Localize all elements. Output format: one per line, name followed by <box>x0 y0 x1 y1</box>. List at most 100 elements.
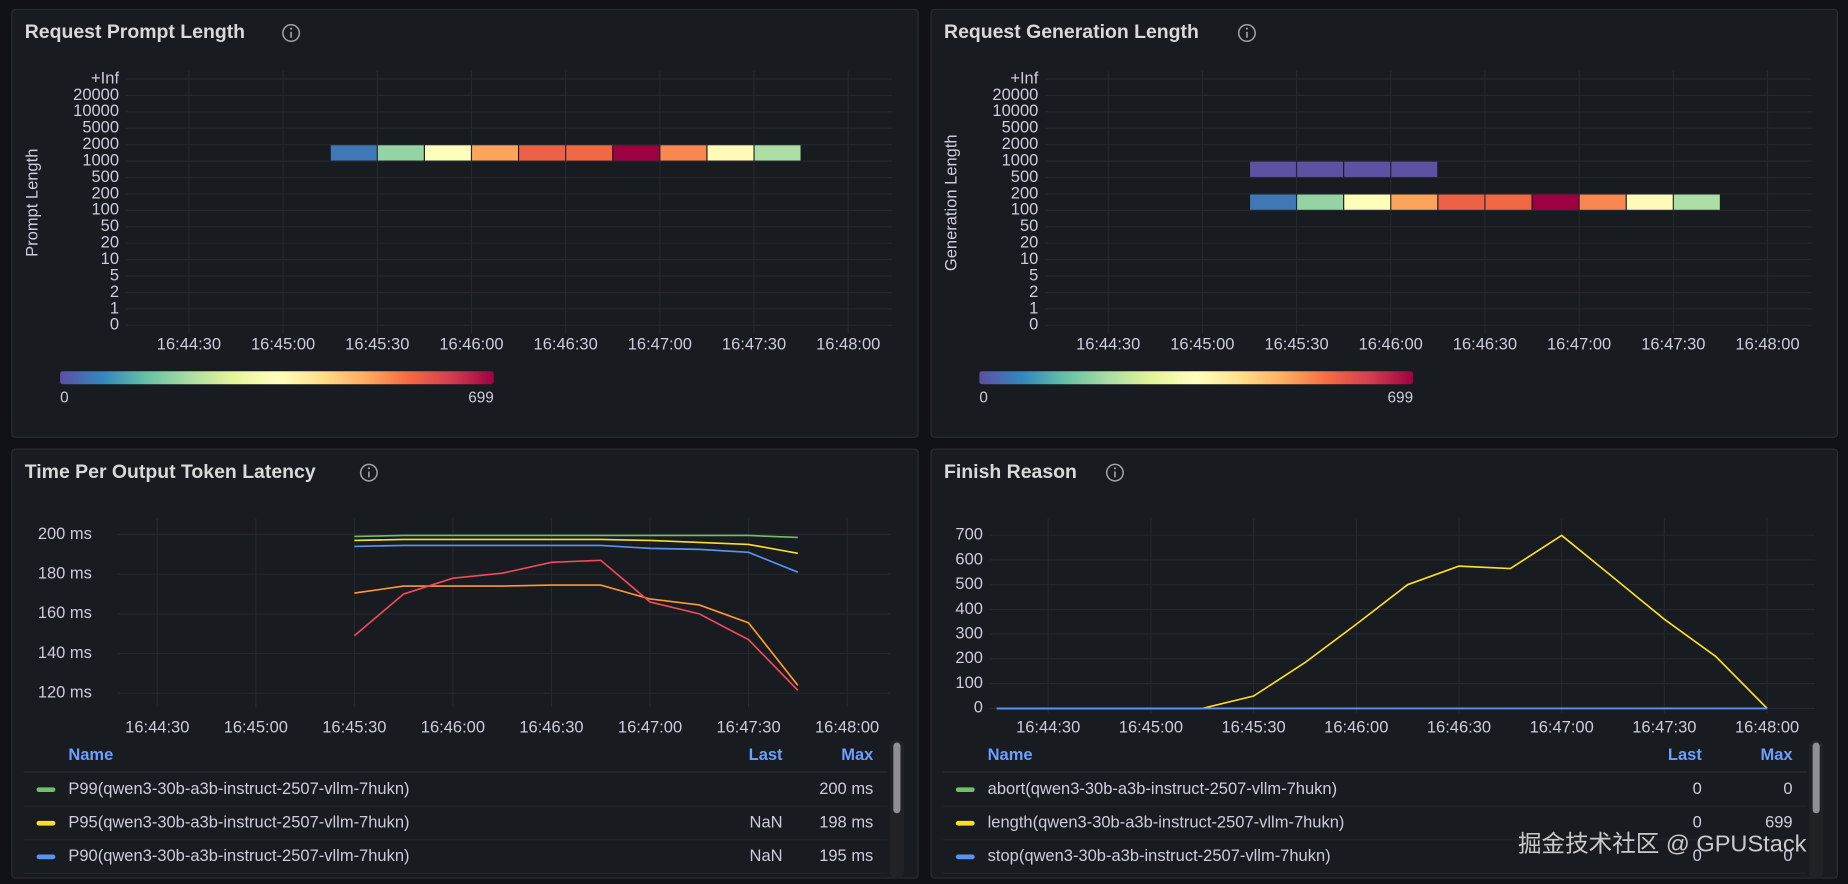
heatmap-cell[interactable] <box>519 145 566 161</box>
y-tick-label: 1000 <box>1002 151 1039 169</box>
legend-swatch[interactable] <box>955 820 975 826</box>
heatmap-cell[interactable] <box>424 145 471 161</box>
color-bar <box>60 371 494 385</box>
heatmap-cell[interactable] <box>566 145 613 161</box>
info-icon[interactable] <box>1105 463 1124 482</box>
y-tick-label: 20000 <box>73 86 119 104</box>
legend-last: 0 <box>1693 847 1702 865</box>
heatmap-cell[interactable] <box>1532 194 1579 210</box>
info-icon[interactable] <box>282 24 301 43</box>
heatmap-cell[interactable] <box>754 145 801 161</box>
x-tick-label: 16:47:00 <box>1547 336 1611 354</box>
y-tick-label: 100 <box>1011 201 1039 219</box>
heatmap-cell[interactable] <box>707 145 754 161</box>
y-tick-label: 0 <box>1029 316 1038 334</box>
panel <box>930 448 1838 879</box>
x-tick-label: 16:45:30 <box>345 336 409 354</box>
heatmap-cell[interactable] <box>660 145 707 161</box>
y-tick-label: 2 <box>110 283 119 301</box>
y-tick-label: 50 <box>101 217 119 235</box>
legend-last: 0 <box>1693 814 1702 832</box>
y-tick-label: 140 ms <box>38 644 92 662</box>
info-icon[interactable] <box>359 463 378 482</box>
panel-title: Finish Reason <box>944 461 1077 483</box>
series-line <box>353 559 799 691</box>
heatmap-cell[interactable] <box>1673 194 1720 210</box>
info-icon-dot <box>290 27 293 30</box>
y-tick-label: 200 <box>1011 184 1039 202</box>
scrollbar-thumb[interactable] <box>1812 742 1820 814</box>
legend: Name Last Max abort(qwen3-30b-a3b-instruct-… <box>942 740 1824 879</box>
x-tick-label: 16:45:30 <box>1264 336 1328 354</box>
legend-max: 198 ms <box>819 814 873 832</box>
series-line <box>354 544 799 573</box>
color-bar-max: 699 <box>1388 389 1414 406</box>
x-tick-label: 16:48:00 <box>816 336 880 354</box>
x-tick-label: 16:47:00 <box>628 336 692 354</box>
x-tick-label: 16:46:30 <box>1453 336 1517 354</box>
heatmap-cell[interactable] <box>1344 161 1391 177</box>
legend-name[interactable]: abort(qwen3-30b-a3b-instruct-2507-vllm-7… <box>988 780 1337 798</box>
heatmap-cell[interactable] <box>1626 194 1673 210</box>
x-tick-label: 16:44:30 <box>1076 336 1140 354</box>
legend-swatch[interactable] <box>955 854 975 860</box>
x-tick-label: 16:45:30 <box>1221 719 1285 737</box>
legend-swatch[interactable] <box>36 820 56 826</box>
y-tick-label: 5 <box>110 266 119 284</box>
legend-name[interactable]: length(qwen3-30b-a3b-instruct-2507-vllm-… <box>988 814 1345 832</box>
x-tick-label: 16:46:30 <box>519 719 583 737</box>
heatmap-cell[interactable] <box>1250 161 1296 177</box>
y-tick-label: 100 <box>92 201 120 219</box>
x-tick-label: 16:47:00 <box>1530 719 1594 737</box>
heatmap-cell[interactable] <box>330 145 377 161</box>
legend-name[interactable]: P95(qwen3-30b-a3b-instruct-2507-vllm-7hu… <box>68 814 409 832</box>
y-tick-label: 500 <box>1011 168 1039 186</box>
x-tick-label: 16:48:00 <box>815 719 879 737</box>
y-tick-label: 0 <box>974 699 983 717</box>
info-icon-dot <box>1245 27 1248 30</box>
x-tick-label: 16:48:00 <box>1735 336 1799 354</box>
heatmap-cell[interactable] <box>613 145 660 161</box>
y-tick-label: 700 <box>955 526 983 544</box>
x-tick-label: 16:45:30 <box>322 719 386 737</box>
x-tick-label: 16:47:30 <box>722 336 786 354</box>
heatmap-cell[interactable] <box>1485 194 1532 210</box>
x-tick-label: 16:47:30 <box>1641 336 1705 354</box>
legend-swatch[interactable] <box>36 854 56 860</box>
x-tick-label: 16:47:30 <box>716 719 780 737</box>
info-icon[interactable] <box>1237 24 1256 43</box>
heatmap-cell[interactable] <box>1438 194 1485 210</box>
y-tick-label: 20 <box>1020 234 1038 252</box>
heatmap-cell[interactable] <box>1344 194 1391 210</box>
scrollbar-thumb[interactable] <box>893 742 901 814</box>
panel-group: Finish Reason 0 100 200 300 400 500 600 700 16:44… <box>930 448 1838 879</box>
heatmap-cell[interactable] <box>1391 194 1438 210</box>
y-tick-label: 5000 <box>1002 119 1039 137</box>
legend-name[interactable]: stop(qwen3-30b-a3b-instruct-2507-vllm-7h… <box>988 847 1331 865</box>
legend-name[interactable]: P90(qwen3-30b-a3b-instruct-2507-vllm-7hu… <box>68 847 409 865</box>
y-tick-label: 180 ms <box>38 565 92 583</box>
y-tick-label: 200 <box>955 649 983 667</box>
heatmap-cell[interactable] <box>377 145 424 161</box>
heatmap-cell[interactable] <box>1391 161 1438 177</box>
y-tick-label: 10 <box>1020 250 1038 268</box>
legend-swatch[interactable] <box>955 787 975 793</box>
series-line <box>354 538 798 555</box>
y-tick-label: 5 <box>1029 266 1038 284</box>
y-tick-label: 400 <box>955 600 983 618</box>
legend-max: 195 ms <box>819 847 873 865</box>
legend-name[interactable]: P99(qwen3-30b-a3b-instruct-2507-vllm-7hu… <box>68 780 409 798</box>
heatmap-cell[interactable] <box>472 145 518 161</box>
y-tick-label: 600 <box>955 550 983 568</box>
heatmap-cell[interactable] <box>1579 194 1626 210</box>
panel-group: Request Prompt Length0125102050100200500… <box>11 8 919 438</box>
watermark: 掘金技术社区 @ GPUStack <box>1518 830 1807 856</box>
heatmap-cell[interactable] <box>1297 194 1344 210</box>
heatmap-cell[interactable] <box>1297 161 1344 177</box>
legend-swatch[interactable] <box>36 787 56 793</box>
heatmap-cell[interactable] <box>1250 194 1296 210</box>
legend-max: 0 <box>1783 847 1792 865</box>
y-tick-label: 2000 <box>1002 135 1039 153</box>
x-tick-label: 16:45:00 <box>251 336 315 354</box>
y-tick-label: 10000 <box>73 102 119 120</box>
